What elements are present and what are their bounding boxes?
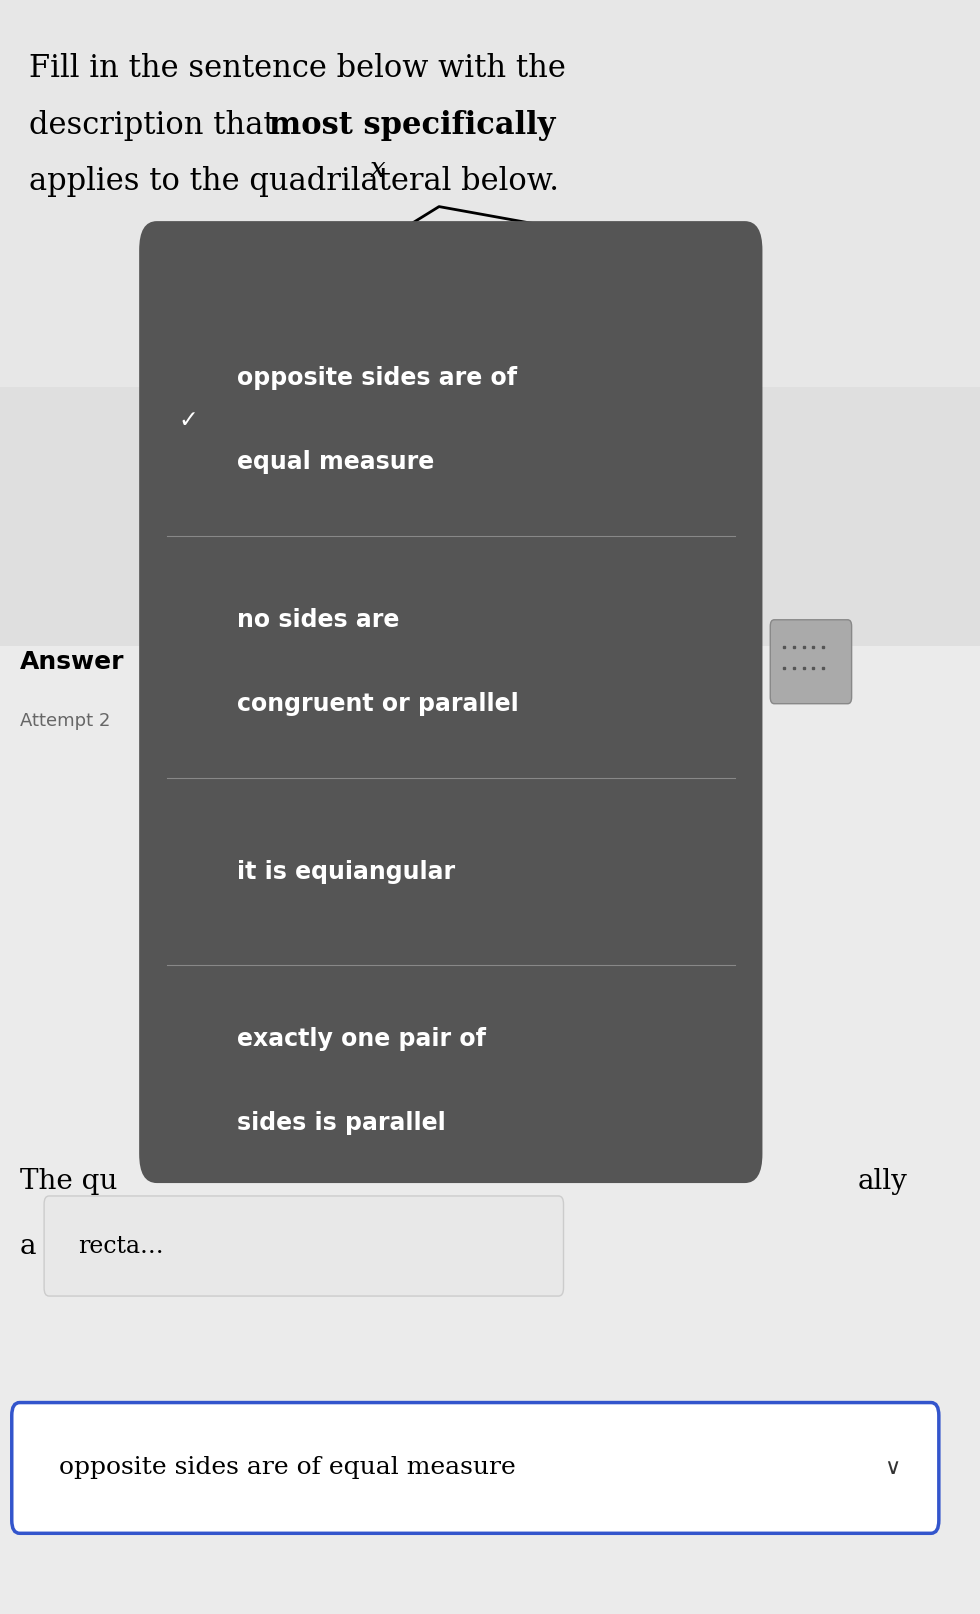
Text: ally: ally xyxy=(858,1169,907,1194)
FancyBboxPatch shape xyxy=(0,0,980,387)
Text: no sides are: no sides are xyxy=(237,608,400,631)
Text: ✓: ✓ xyxy=(178,408,198,431)
Text: Answer: Answer xyxy=(20,650,124,673)
FancyBboxPatch shape xyxy=(770,620,852,704)
Text: applies to the quadrilateral below.: applies to the quadrilateral below. xyxy=(29,166,560,197)
Text: equal measure: equal measure xyxy=(237,450,434,473)
Text: The qu: The qu xyxy=(20,1169,117,1194)
Text: x: x xyxy=(369,157,385,182)
Text: congruent or parallel: congruent or parallel xyxy=(237,692,519,715)
Text: sides is parallel: sides is parallel xyxy=(237,1112,446,1135)
Text: r: r xyxy=(140,394,154,420)
Text: opposite sides are of equal measure: opposite sides are of equal measure xyxy=(59,1456,515,1480)
Text: most specifically: most specifically xyxy=(269,110,555,140)
Text: exactly one pair of: exactly one pair of xyxy=(237,1028,486,1051)
FancyBboxPatch shape xyxy=(139,221,762,1183)
FancyBboxPatch shape xyxy=(44,1196,563,1296)
Text: q: q xyxy=(711,237,729,263)
Text: a: a xyxy=(20,1233,36,1259)
Text: it is equiangular: it is equiangular xyxy=(237,860,456,883)
Text: opposite sides are of: opposite sides are of xyxy=(237,366,517,389)
Text: recta…: recta… xyxy=(78,1235,164,1257)
Text: Fill in the sentence below with the: Fill in the sentence below with the xyxy=(29,53,566,84)
FancyBboxPatch shape xyxy=(12,1403,939,1533)
Text: description that: description that xyxy=(29,110,286,140)
FancyBboxPatch shape xyxy=(0,0,980,646)
Text: ∨: ∨ xyxy=(884,1457,900,1478)
Text: Attempt 2: Attempt 2 xyxy=(20,712,110,731)
